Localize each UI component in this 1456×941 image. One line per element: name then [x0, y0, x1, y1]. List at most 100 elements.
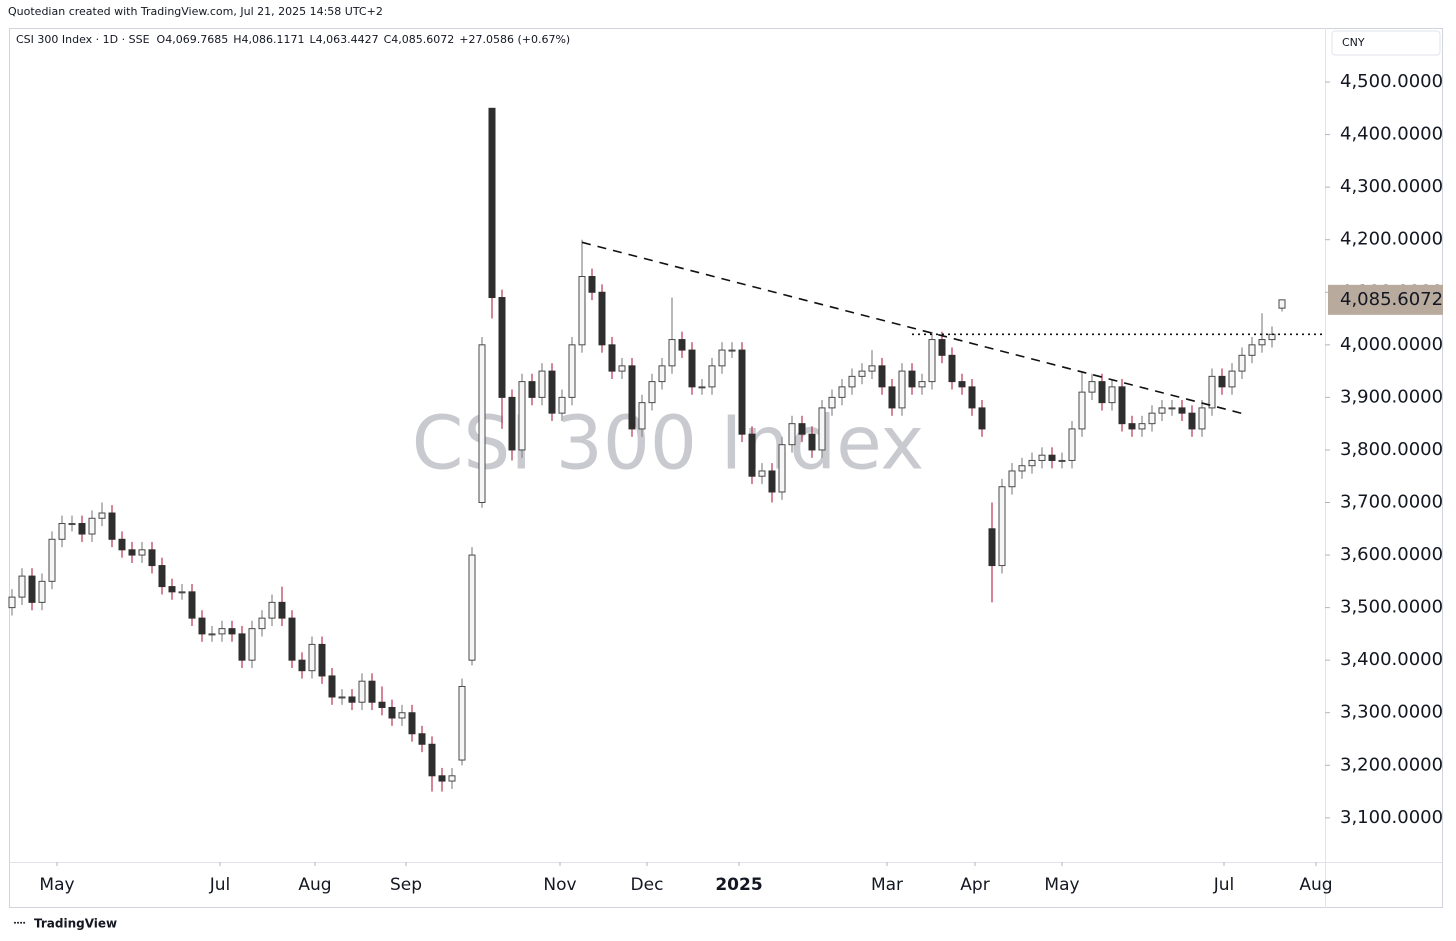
y-tick-label: 3,400.0000	[1340, 649, 1443, 670]
candle-body	[218, 628, 226, 635]
candle-body	[938, 339, 946, 356]
candle-body	[388, 706, 396, 719]
candle-body	[338, 696, 346, 699]
currency: CNY	[1342, 36, 1365, 49]
legend: CSI 300 Index · 1D · SSE O 4,069.7685 H 4,08…	[16, 33, 570, 46]
x-tick-label: Sep	[390, 875, 422, 895]
candle-body	[198, 617, 206, 635]
candle-body	[538, 370, 546, 398]
candle-body	[88, 517, 96, 535]
candle-body	[58, 523, 66, 540]
ohlc-value: 4,063.4427	[316, 33, 379, 46]
candle-body	[298, 659, 306, 672]
x-tick-label: Mar	[871, 875, 903, 895]
x-tick-label: 2025	[715, 875, 762, 895]
candle-body	[408, 712, 416, 735]
candle-body	[1078, 391, 1086, 430]
candle-body	[668, 339, 676, 367]
candle-body	[488, 107, 496, 299]
candle-body	[1168, 407, 1176, 410]
watermark: CSI 300 Index	[412, 401, 924, 487]
candle-body	[1228, 370, 1236, 388]
candle-body	[428, 743, 436, 777]
candle-body	[108, 512, 116, 540]
candle-body	[1058, 459, 1066, 462]
candle-body	[928, 339, 936, 383]
candle-body	[98, 512, 106, 519]
candle-body	[328, 675, 336, 698]
candle-body	[1158, 407, 1166, 414]
candle-body	[738, 349, 746, 435]
candle-body	[588, 275, 596, 293]
candle-body	[1208, 375, 1216, 409]
candle-body	[238, 633, 246, 661]
candle-body	[1218, 375, 1226, 388]
candle-body	[318, 643, 326, 677]
brand-logo: ᠁	[11, 917, 26, 931]
candle-body	[1088, 381, 1096, 393]
candle-body	[1198, 407, 1206, 430]
candle-body	[848, 375, 856, 388]
candle-body	[418, 733, 426, 745]
candle-body	[28, 575, 36, 603]
candle-body	[528, 381, 536, 398]
candle-body	[708, 365, 716, 388]
candle-body	[798, 423, 806, 435]
candle-body	[68, 523, 76, 526]
candle-body	[118, 538, 126, 551]
y-tick-label: 3,900.0000	[1340, 386, 1443, 407]
change: +27.0586 (+0.67%)	[459, 33, 570, 46]
candle-body	[748, 433, 756, 477]
candle-body	[548, 370, 556, 414]
symbol: CSI 300 Index · 1D · SSE	[16, 33, 150, 46]
candle-body	[728, 349, 736, 352]
ohlc-value: 4,069.7685	[165, 33, 228, 46]
candle-body	[8, 596, 16, 609]
candle-body	[648, 381, 656, 404]
candle-body	[508, 396, 516, 451]
ohlc-value: 4,085.6072	[391, 33, 454, 46]
y-tick-label: 3,300.0000	[1340, 702, 1443, 723]
candle-body	[1008, 470, 1016, 488]
candle-body	[838, 386, 846, 398]
y-tick-label: 4,000.0000	[1340, 334, 1443, 355]
candle-body	[678, 339, 686, 351]
candle-body	[758, 470, 766, 477]
y-tick-label: 3,200.0000	[1340, 754, 1443, 775]
last-price-box	[1328, 284, 1443, 315]
candle-body	[908, 370, 916, 388]
ohlc-label: H	[233, 33, 241, 46]
candle-body	[258, 617, 266, 630]
candle-body	[188, 591, 196, 619]
candle-body	[1128, 423, 1136, 430]
y-tick-label: 4,300.0000	[1340, 176, 1443, 197]
candle-body	[368, 680, 376, 703]
candle-body	[398, 712, 406, 719]
x-tick-label: Jul	[1213, 875, 1235, 895]
x-tick-label: Apr	[960, 875, 989, 895]
candle-body	[998, 486, 1006, 567]
credit: Quotedian created with TradingView.com, …	[8, 5, 383, 18]
candle-body	[1278, 299, 1286, 309]
candle-body	[968, 386, 976, 409]
candle-body	[958, 381, 966, 388]
candle-body	[288, 617, 296, 661]
candle-body	[568, 344, 576, 398]
candle-body	[1248, 344, 1256, 356]
candle-body	[1098, 381, 1106, 404]
candle-body	[698, 386, 706, 389]
candle-body	[1238, 354, 1246, 372]
x-tick-label: Dec	[631, 875, 664, 895]
candle-body	[718, 349, 726, 367]
candle-body	[578, 275, 586, 346]
candle-body	[1178, 407, 1186, 414]
trendline	[581, 241, 1246, 415]
x-tick-label: Jul	[209, 875, 231, 895]
y-tick-label: 4,500.0000	[1340, 71, 1443, 92]
candle-body	[478, 344, 486, 504]
candle-body	[268, 601, 276, 619]
candle-body	[498, 297, 506, 398]
candle-body	[468, 554, 476, 661]
candle-body	[868, 365, 876, 372]
